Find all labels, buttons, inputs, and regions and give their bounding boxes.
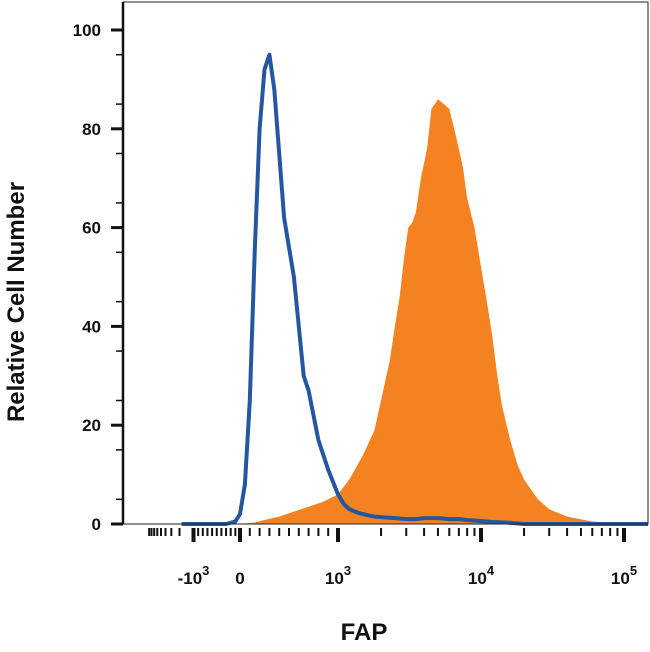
- y-tick-label: 80: [82, 120, 101, 139]
- y-tick-label: 20: [82, 416, 101, 435]
- y-tick-label: 0: [92, 515, 101, 534]
- isotype-control-histogram: [181, 52, 648, 526]
- x-tick-label: 105: [611, 563, 637, 588]
- y-axis-title: Relative Cell Number: [3, 182, 30, 422]
- x-tick-label: -103: [178, 563, 210, 588]
- y-tick-label: 40: [82, 317, 101, 336]
- y-tick-label: 60: [82, 219, 101, 238]
- y-tick-label: 100: [73, 21, 101, 40]
- x-tick-label: 104: [468, 563, 495, 588]
- x-tick-label: 103: [325, 563, 351, 588]
- fap-stained-histogram: [181, 99, 648, 524]
- x-tick-label: 0: [235, 569, 244, 588]
- x-axis-title: FAP: [341, 619, 388, 646]
- axes: [111, 1, 649, 542]
- plot-area: [181, 52, 648, 526]
